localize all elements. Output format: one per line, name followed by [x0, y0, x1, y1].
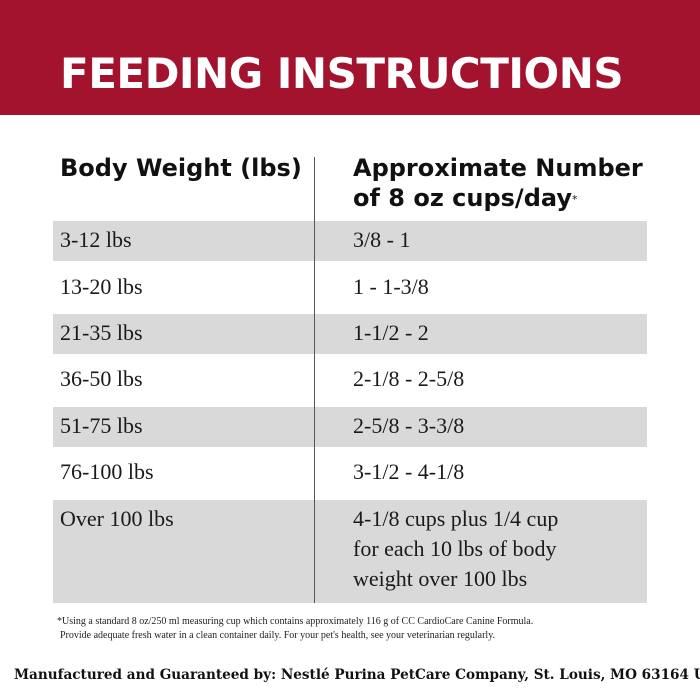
cups-cell: 3-1/2 - 4-1/8: [353, 457, 464, 487]
cups-line: 2-1/8 - 2-5/8: [353, 366, 465, 391]
weight-cell: 36-50 lbs: [60, 366, 143, 391]
manufacturer-statement: Manufactured and Guaranteed by: Nestlé P…: [14, 667, 700, 683]
cups-cell: 4-1/8 cups plus 1/4 cup for each 10 lbs o…: [353, 504, 558, 594]
cups-cell: 2-5/8 - 3-3/8: [353, 411, 464, 441]
cups-line: 4-1/8 cups plus 1/4 cup: [353, 506, 559, 531]
footnote-line-2: Provide adequate fresh water in a clean …: [60, 630, 496, 641]
cups-line: 3/8 - 1: [353, 227, 411, 252]
column-header-cups-line2: of 8 oz cups/day*: [353, 183, 643, 213]
weight-cell: 76-100 lbs: [60, 459, 154, 484]
cups-cell: 3/8 - 1: [353, 225, 410, 255]
column-header-cups-line2-text: of 8 oz cups/day: [353, 184, 572, 212]
weight-cell: 3-12 lbs: [60, 227, 132, 252]
column-header-cups: Approximate Number of 8 oz cups/day*: [353, 153, 643, 213]
table-row: 36-50 lbs 2-1/8 - 2-5/8: [53, 360, 647, 400]
cups-line: 1-1/2 - 2: [353, 320, 429, 345]
table-row: 76-100 lbs 3-1/2 - 4-1/8: [53, 453, 647, 493]
footnote: *Using a standard 8 oz/250 ml measuring …: [57, 615, 657, 643]
column-divider: [314, 157, 315, 603]
weight-cell: 51-75 lbs: [60, 413, 143, 438]
footnote-line-1: *Using a standard 8 oz/250 ml measuring …: [57, 616, 534, 627]
footnote-mark: *: [571, 193, 578, 206]
weight-cell: 13-20 lbs: [60, 274, 143, 299]
cups-line: weight over 100 lbs: [353, 566, 528, 591]
table-row: 51-75 lbs 2-5/8 - 3-3/8: [53, 407, 647, 447]
weight-cell: 21-35 lbs: [60, 320, 143, 345]
weight-cell: Over 100 lbs: [60, 506, 174, 531]
page-title: FEEDING INSTRUCTIONS: [60, 49, 624, 98]
cups-line: 1 - 1-3/8: [353, 274, 429, 299]
cups-cell: 1 - 1-3/8: [353, 272, 429, 302]
table-row: 21-35 lbs 1-1/2 - 2: [53, 314, 647, 354]
header-banner: FEEDING INSTRUCTIONS: [0, 0, 700, 115]
table-row: Over 100 lbs 4-1/8 cups plus 1/4 cup for e…: [53, 500, 647, 603]
table-row: 13-20 lbs 1 - 1-3/8: [53, 268, 647, 308]
cups-line: 2-5/8 - 3-3/8: [353, 413, 465, 438]
column-header-cups-line1: Approximate Number: [353, 154, 643, 182]
cups-line: for each 10 lbs of body: [353, 536, 557, 561]
cups-cell: 2-1/8 - 2-5/8: [353, 364, 464, 394]
table-row: 3-12 lbs 3/8 - 1: [53, 221, 647, 261]
column-header-body-weight: Body Weight (lbs): [60, 154, 302, 182]
cups-line: 3-1/2 - 4-1/8: [353, 459, 465, 484]
cups-cell: 1-1/2 - 2: [353, 318, 429, 348]
